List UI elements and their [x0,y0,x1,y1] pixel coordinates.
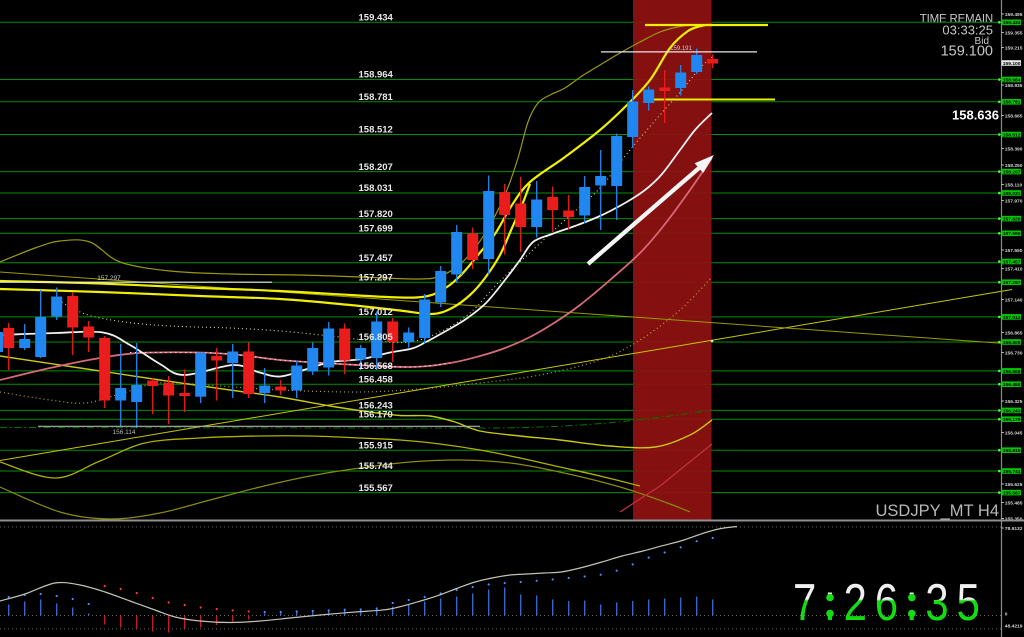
svg-text:157.457: 157.457 [1003,259,1021,265]
svg-text:158.512: 158.512 [1003,132,1021,138]
svg-text:156.170: 156.170 [1003,417,1021,423]
svg-text:158.512: 158.512 [359,125,393,136]
svg-text:157.012: 157.012 [359,307,393,318]
svg-text:155.625: 155.625 [1005,482,1023,488]
svg-text:156.045: 156.045 [1005,430,1023,436]
svg-text:156.730: 156.730 [1005,350,1023,356]
svg-text:78.9132: 78.9132 [1005,526,1023,532]
svg-text:159.434: 159.434 [1003,20,1021,26]
svg-text:156.568: 156.568 [1003,369,1021,375]
svg-text:158.781: 158.781 [359,92,394,103]
svg-text:155.485: 155.485 [1005,500,1023,506]
svg-text:03:33:25: 03:33:25 [942,23,993,38]
svg-text:156.568: 156.568 [359,361,393,372]
svg-text:Bid: Bid [975,36,989,47]
svg-text:155.350: 155.350 [1005,516,1023,522]
svg-text:157.140: 157.140 [1005,297,1023,303]
svg-text:157.410: 157.410 [1005,266,1023,272]
svg-text:159.100: 159.100 [941,44,993,60]
svg-text:155.744: 155.744 [1003,469,1021,475]
svg-text:156.243: 156.243 [359,401,393,412]
svg-text:USDJPY_MT H4: USDJPY_MT H4 [876,502,999,520]
svg-text:157.297: 157.297 [1003,280,1021,286]
svg-text:157.297: 157.297 [359,272,393,283]
svg-text:158.781: 158.781 [1003,100,1021,106]
svg-text:155.915: 155.915 [1003,448,1021,454]
svg-text:158.964: 158.964 [1003,77,1021,83]
svg-text:157.457: 157.457 [359,253,393,264]
svg-text:7:26:35: 7:26:35 [793,574,988,633]
svg-text:158.250: 158.250 [1005,163,1023,169]
svg-text:156.170: 156.170 [359,409,393,420]
svg-text:158.935: 158.935 [1005,83,1023,89]
svg-text:158.665: 158.665 [1005,113,1023,119]
svg-text:155.567: 155.567 [1003,491,1021,497]
svg-text:159.495: 159.495 [1005,12,1023,18]
svg-text:157.970: 157.970 [1005,198,1023,204]
svg-text:48.4219: 48.4219 [1005,623,1023,629]
svg-text:158.110: 158.110 [1005,182,1023,188]
svg-text:157.699: 157.699 [359,224,393,235]
svg-text:156.325: 156.325 [1005,399,1023,405]
svg-text:156.243: 156.243 [1003,408,1021,414]
svg-text:159.355: 159.355 [1005,30,1023,36]
svg-text:156.114: 156.114 [112,429,135,436]
svg-text:159.434: 159.434 [359,13,394,24]
svg-text:157.012: 157.012 [1003,315,1021,321]
svg-text:158.031: 158.031 [1003,191,1021,197]
svg-text:156.458: 156.458 [359,374,393,385]
svg-text:157.297: 157.297 [97,275,121,282]
svg-text:157.820: 157.820 [359,209,393,220]
svg-text:158.207: 158.207 [359,162,393,173]
svg-text:158.964: 158.964 [359,70,394,81]
svg-text:156.805: 156.805 [1003,340,1021,346]
svg-text:159.100: 159.100 [1003,61,1021,67]
svg-text:158.390: 158.390 [1005,146,1023,152]
svg-text:157.699: 157.699 [1003,231,1021,237]
svg-text:158.031: 158.031 [359,183,394,194]
svg-text:159.215: 159.215 [1005,45,1023,51]
svg-text:155.567: 155.567 [359,483,393,494]
svg-text:159.191: 159.191 [670,46,692,52]
svg-text:157.820: 157.820 [1003,217,1021,223]
svg-text:155.915: 155.915 [359,440,394,451]
svg-text:157.550: 157.550 [1005,248,1023,254]
svg-text:158.636: 158.636 [952,108,999,123]
svg-text:156.865: 156.865 [1005,330,1023,336]
svg-text:158.207: 158.207 [1003,170,1021,176]
svg-text:156.458: 156.458 [1003,382,1021,388]
svg-text:0: 0 [1005,611,1008,617]
svg-text:156.805: 156.805 [359,332,394,343]
svg-text:155.744: 155.744 [359,461,394,472]
